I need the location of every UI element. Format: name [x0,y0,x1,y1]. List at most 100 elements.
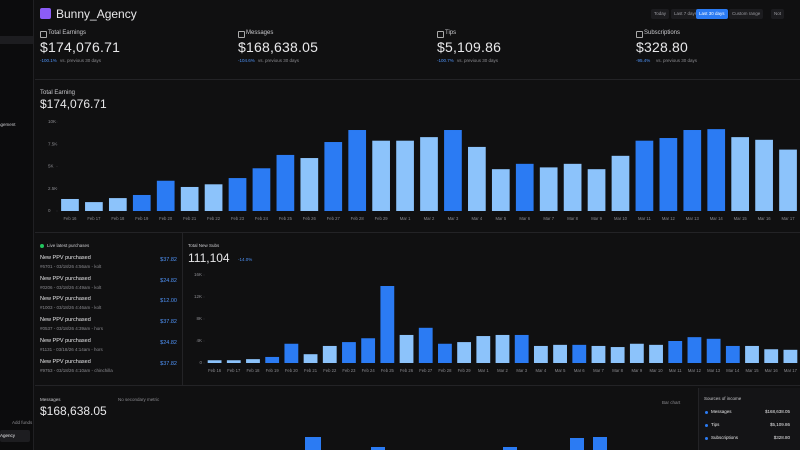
x-tick-label: Feb 19 [266,368,280,373]
x-tick-label: Mar 3 [448,216,459,221]
add-funds[interactable]: Add funds [12,420,33,425]
y-tick-label: 8K [196,316,202,321]
x-tick-label: Feb 29 [458,368,472,373]
agency-box[interactable] [0,430,30,442]
x-tick-label: Mar 9 [631,368,642,373]
kpi-note: vs. previous 30 days [258,58,300,63]
bar [649,344,663,363]
x-tick-label: Mar 7 [543,216,554,221]
bar [207,360,222,363]
kpi-value: $168,638.05 [238,39,319,55]
bar-peek [593,437,607,450]
bar [324,142,343,211]
view-select[interactable]: Bar chart [662,400,681,405]
purchase-title: New PPV purchased [40,317,91,324]
bar [533,345,548,363]
logo [40,8,51,19]
bar [629,343,644,363]
x-tick-label: Mar 10 [650,368,664,373]
y-tick-label: 0 [48,208,51,213]
bar [180,186,199,211]
x-tick-label: Feb 21 [304,368,318,373]
purchase-title: New PPV purchased [40,255,91,261]
bar [204,184,223,211]
purchase-amount: $37.82 [160,257,177,263]
range-button[interactable]: Custom range [729,9,764,19]
x-tick-label: Mar 17 [784,368,798,373]
bar [779,149,797,211]
x-tick-label: Mar 5 [555,368,566,373]
chart-title: Total New Subs [188,243,220,248]
divider [35,79,800,80]
bar [380,286,395,363]
y-tick-label: 16K [194,272,202,277]
secondary-metric[interactable]: No secondary metric [118,397,160,402]
source-name: Messages [711,409,732,414]
purchases-title: Live latest purchases [47,243,90,248]
purchase-detail: #1131 - 03/18/26 4:14am - hors [40,346,103,352]
sources-panel [698,388,800,450]
bar [228,178,247,211]
x-tick-label: Feb 28 [351,216,365,221]
kpi-note: vs. previous 30 days [457,58,499,63]
x-tick-label: Mar 16 [765,368,779,373]
purchase-title: New PPV purchased [40,275,91,282]
chart-total: $174,076.71 [40,97,107,111]
kpi-value: $5,109.86 [437,39,502,55]
bar [420,137,438,211]
source-name: Tips [711,422,720,427]
bar [361,338,376,363]
kpi-label: Tips [445,30,457,36]
range-button[interactable]: Today [651,9,670,19]
x-tick-label: Mar 8 [612,368,623,373]
bar [755,139,773,211]
x-tick-label: Feb 22 [323,368,337,373]
y-tick-label: 10K [48,119,56,124]
y-tick-label: 4K [196,338,202,343]
bar [731,137,750,211]
kpi-note: vs. previous 30 days [656,58,698,63]
x-tick-label: Mar 2 [424,216,435,221]
sources-title: Sources of income [704,396,742,401]
purchase-detail: #6701 - 03/18/26 4:56am - kolt [40,264,102,269]
x-tick-label: Feb 20 [159,216,173,221]
purchase-amount: $37.82 [160,360,177,367]
bar [226,360,241,363]
x-tick-label: Mar 2 [497,368,508,373]
x-tick-label: Feb 27 [327,216,341,221]
kpi-label: Messages [246,30,274,36]
x-tick-label: Mar 11 [669,368,682,373]
purchase-amount: $37.82 [160,319,177,326]
bar [468,146,486,211]
x-tick-label: Feb 25 [279,216,293,221]
bar [491,169,510,211]
bar [610,347,625,363]
panel-label: Messages [40,397,61,402]
x-tick-label: Mar 11 [638,216,651,221]
bar [399,334,414,363]
y-tick-label: 0 [199,360,202,365]
x-tick-label: Mar 16 [758,216,772,221]
y-tick-label: 12K [194,294,202,299]
x-tick-label: Mar 15 [734,216,748,221]
range-button[interactable]: Last 7 days [671,9,701,19]
x-tick-label: Mar 13 [686,216,700,221]
bar [303,354,318,363]
bar [783,349,798,363]
bar [246,359,260,363]
range-button[interactable]: Last 30 days [696,9,728,19]
range-button[interactable]: Not [771,9,785,19]
sidebar-item[interactable]: agement [0,122,16,127]
chart-title: Total Earning [40,90,76,96]
bar [514,334,529,363]
x-tick-label: Feb 27 [419,368,433,373]
purchase-detail: #1003 - 03/18/26 4:46am - kolt [40,305,102,311]
bar [438,343,452,363]
purchase-amount: $24.82 [160,277,177,284]
kpi-icon [636,31,643,38]
y-tick-label: 5K [48,164,54,169]
x-tick-label: Feb 18 [111,216,125,221]
x-tick-label: Feb 22 [207,216,221,221]
